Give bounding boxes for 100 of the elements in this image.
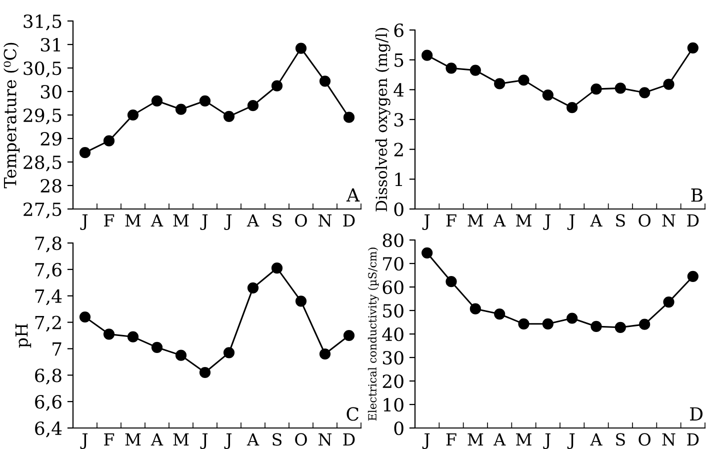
x-tick-label: J xyxy=(422,433,430,449)
x-tick-label: M xyxy=(173,433,189,446)
x-tick-label: N xyxy=(662,433,676,446)
x-tick-label: A xyxy=(493,214,506,227)
annotation: D xyxy=(690,407,703,420)
point xyxy=(566,102,578,114)
y-tick-label: 31,5 xyxy=(24,14,62,30)
x-tick-label: J xyxy=(224,214,232,230)
point xyxy=(151,95,163,106)
x-tick-label: J xyxy=(80,214,88,230)
point xyxy=(518,74,530,86)
point xyxy=(663,296,674,308)
y-tick-label: 7,6 xyxy=(35,262,62,279)
x-tick-label: F xyxy=(104,433,114,446)
x-tick-label: O xyxy=(638,214,650,227)
point xyxy=(494,308,506,320)
x-tick-label: A xyxy=(493,433,506,446)
x-tick-label: J xyxy=(200,433,208,449)
y-tick-label: 7,4 xyxy=(35,289,62,306)
point xyxy=(271,262,283,274)
point xyxy=(470,64,481,76)
x-tick-label: A xyxy=(590,214,602,227)
point xyxy=(223,347,235,358)
x-tick-label: M xyxy=(468,433,484,446)
x-tick-label: A xyxy=(150,433,164,446)
x-tick-label: D xyxy=(687,433,699,446)
y-tick-label: 6 xyxy=(394,23,404,38)
point xyxy=(247,100,259,112)
x-tick-label: M xyxy=(516,433,532,446)
point xyxy=(663,78,674,90)
x-tick-label: N xyxy=(318,433,332,446)
x-tick-label: S xyxy=(272,214,282,227)
y-tick-label: 2 xyxy=(394,142,403,156)
point xyxy=(518,318,530,330)
annotation: B xyxy=(691,188,702,202)
y-tick-label: 60 xyxy=(382,280,404,294)
annotation: C xyxy=(346,407,358,421)
y-tick-label: 29,5 xyxy=(24,108,62,124)
x-tick-label: N xyxy=(318,214,332,227)
y-tick-label: 28,5 xyxy=(24,155,62,172)
point xyxy=(151,342,163,353)
x-tick-label: J xyxy=(224,433,232,449)
y-axis-title: Electrical conductivity (µS/cm) xyxy=(368,248,379,421)
x-tick-label: J xyxy=(200,214,208,230)
point xyxy=(639,318,650,330)
x-tick-label: A xyxy=(590,433,602,446)
y-tick-label: 30 xyxy=(382,350,404,365)
point xyxy=(127,109,139,121)
point xyxy=(494,78,506,90)
y-axis-title: Temperature (⁰C) xyxy=(3,42,20,188)
x-tick-label: J xyxy=(543,214,550,230)
x-tick-label: O xyxy=(295,214,307,227)
x-tick-label: A xyxy=(150,214,164,227)
point xyxy=(542,89,554,101)
y-tick-label: 7,2 xyxy=(35,316,61,332)
point xyxy=(175,350,187,361)
x-tick-label: F xyxy=(446,214,456,227)
y-tick-label: 1 xyxy=(395,172,402,186)
x-tick-label: A xyxy=(246,214,260,227)
x-tick-label: D xyxy=(687,214,699,227)
y-tick-label: 30,5 xyxy=(24,61,62,78)
point xyxy=(542,318,554,330)
x-tick-label: N xyxy=(662,214,676,227)
y-tick-label: 6,4 xyxy=(35,421,62,438)
point xyxy=(470,303,481,314)
x-tick-label: J xyxy=(567,433,575,449)
point xyxy=(614,82,626,94)
y-tick-label: 80 xyxy=(382,233,404,248)
y-tick-label: 3 xyxy=(394,112,404,127)
point xyxy=(127,331,139,342)
point xyxy=(247,282,259,294)
x-tick-label: M xyxy=(125,433,141,446)
point xyxy=(422,50,433,61)
point xyxy=(590,84,602,95)
annotation: A xyxy=(346,188,360,202)
y-tick-label: 28 xyxy=(40,178,62,193)
point xyxy=(295,42,307,54)
x-tick-label: M xyxy=(173,214,189,227)
y-tick-label: 40 xyxy=(382,327,404,342)
y-tick-label: 70 xyxy=(383,256,404,271)
y-tick-label: 0 xyxy=(394,421,404,436)
x-tick-label: S xyxy=(616,214,625,227)
y-tick-label: 30 xyxy=(40,84,62,99)
point xyxy=(590,320,602,332)
x-tick-label: F xyxy=(104,214,114,227)
x-tick-label: A xyxy=(246,433,260,446)
x-tick-label: D xyxy=(343,214,355,227)
point xyxy=(614,322,626,333)
y-tick-label: 50 xyxy=(383,304,404,318)
point xyxy=(103,328,115,340)
y-tick-label: 4 xyxy=(394,83,404,97)
point xyxy=(446,62,457,74)
x-tick-label: J xyxy=(567,214,575,230)
point xyxy=(319,348,331,360)
x-tick-label: M xyxy=(468,214,484,227)
y-tick-label: 27,5 xyxy=(24,202,62,218)
point xyxy=(79,311,91,323)
x-tick-label: D xyxy=(343,433,355,446)
x-tick-label: J xyxy=(80,433,88,449)
point xyxy=(446,276,457,288)
